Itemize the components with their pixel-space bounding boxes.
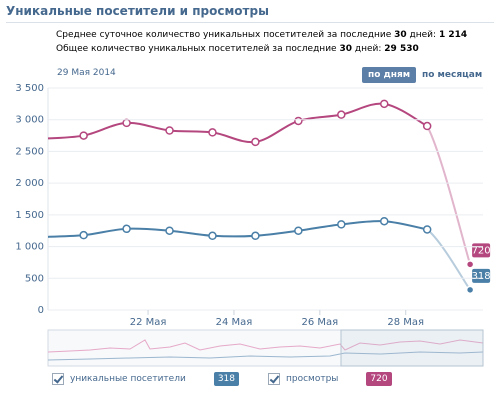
navigator-line [47,339,484,353]
point [379,216,389,226]
point [165,126,174,135]
point [79,131,88,140]
y-tick-label: 0 [38,305,44,316]
y-tick-label: 2 500 [15,146,44,157]
point [422,121,432,131]
series-line [48,220,428,238]
point [251,231,260,241]
checkbox[interactable] [52,373,64,385]
legend-badge: 318 [213,372,239,386]
legend-badge: 720 [366,372,392,386]
stat: Общее количество уникальных посетителей … [56,44,419,54]
point [379,99,389,109]
series-line-tail [426,228,471,291]
stat-text: Среднее суточное количество уникальных п… [56,30,392,40]
series-line [48,102,428,144]
legend-label: просмотры [286,374,339,384]
stat-text: Общее количество уникальных посетителей … [56,44,337,54]
x-tick-label: 24 Мая [216,317,253,328]
point [465,285,475,295]
point [122,118,131,128]
navigator-window[interactable] [340,329,484,367]
point [208,128,217,137]
y-tick-label: 1 500 [15,210,44,221]
y-tick-label: 2 000 [15,178,44,189]
title: Уникальные посетители и просмотры [6,4,269,18]
series-line-tail [426,125,472,265]
y-tick-label: 1 000 [15,242,44,253]
x-tick-label: 28 Мая [387,317,424,328]
point [122,224,131,234]
point [251,137,260,147]
x-tick-label: 22 Мая [130,317,167,328]
stat-text: дней: [409,30,437,40]
point [337,220,346,229]
stat-text: дней: [354,44,382,54]
point [294,116,303,126]
point [422,225,432,234]
y-tick-label: 3 000 [15,115,44,126]
value-label: 720 [472,245,491,256]
divider [6,22,494,23]
legend-item[interactable]: уникальные посетители 318 [52,372,239,386]
point [465,260,475,269]
x-tick-label: 26 Мая [301,317,338,328]
navigator-line [47,351,484,361]
checkbox[interactable] [268,373,280,385]
toggle-day[interactable]: по дням [362,67,417,83]
point [337,110,346,119]
point [294,226,303,235]
stat-value: 29 530 [384,44,419,54]
legend-item[interactable]: просмотры 720 [268,372,392,386]
stat-days: 30 [339,44,352,54]
legend-label: уникальные посетители [70,374,186,384]
point [208,231,217,241]
stat: Среднее суточное количество уникальных п… [56,30,467,40]
y-tick-label: 500 [25,273,44,284]
toggle-month[interactable]: по месяцам [422,70,483,80]
point [165,226,174,235]
stat-value: 1 214 [438,30,468,40]
y-tick-label: 3 500 [15,83,44,94]
value-badge [472,268,491,283]
date: 29 Мая 2014 [57,68,116,78]
stat-days: 30 [394,30,407,40]
point [79,230,88,240]
value-label: 318 [472,271,491,282]
